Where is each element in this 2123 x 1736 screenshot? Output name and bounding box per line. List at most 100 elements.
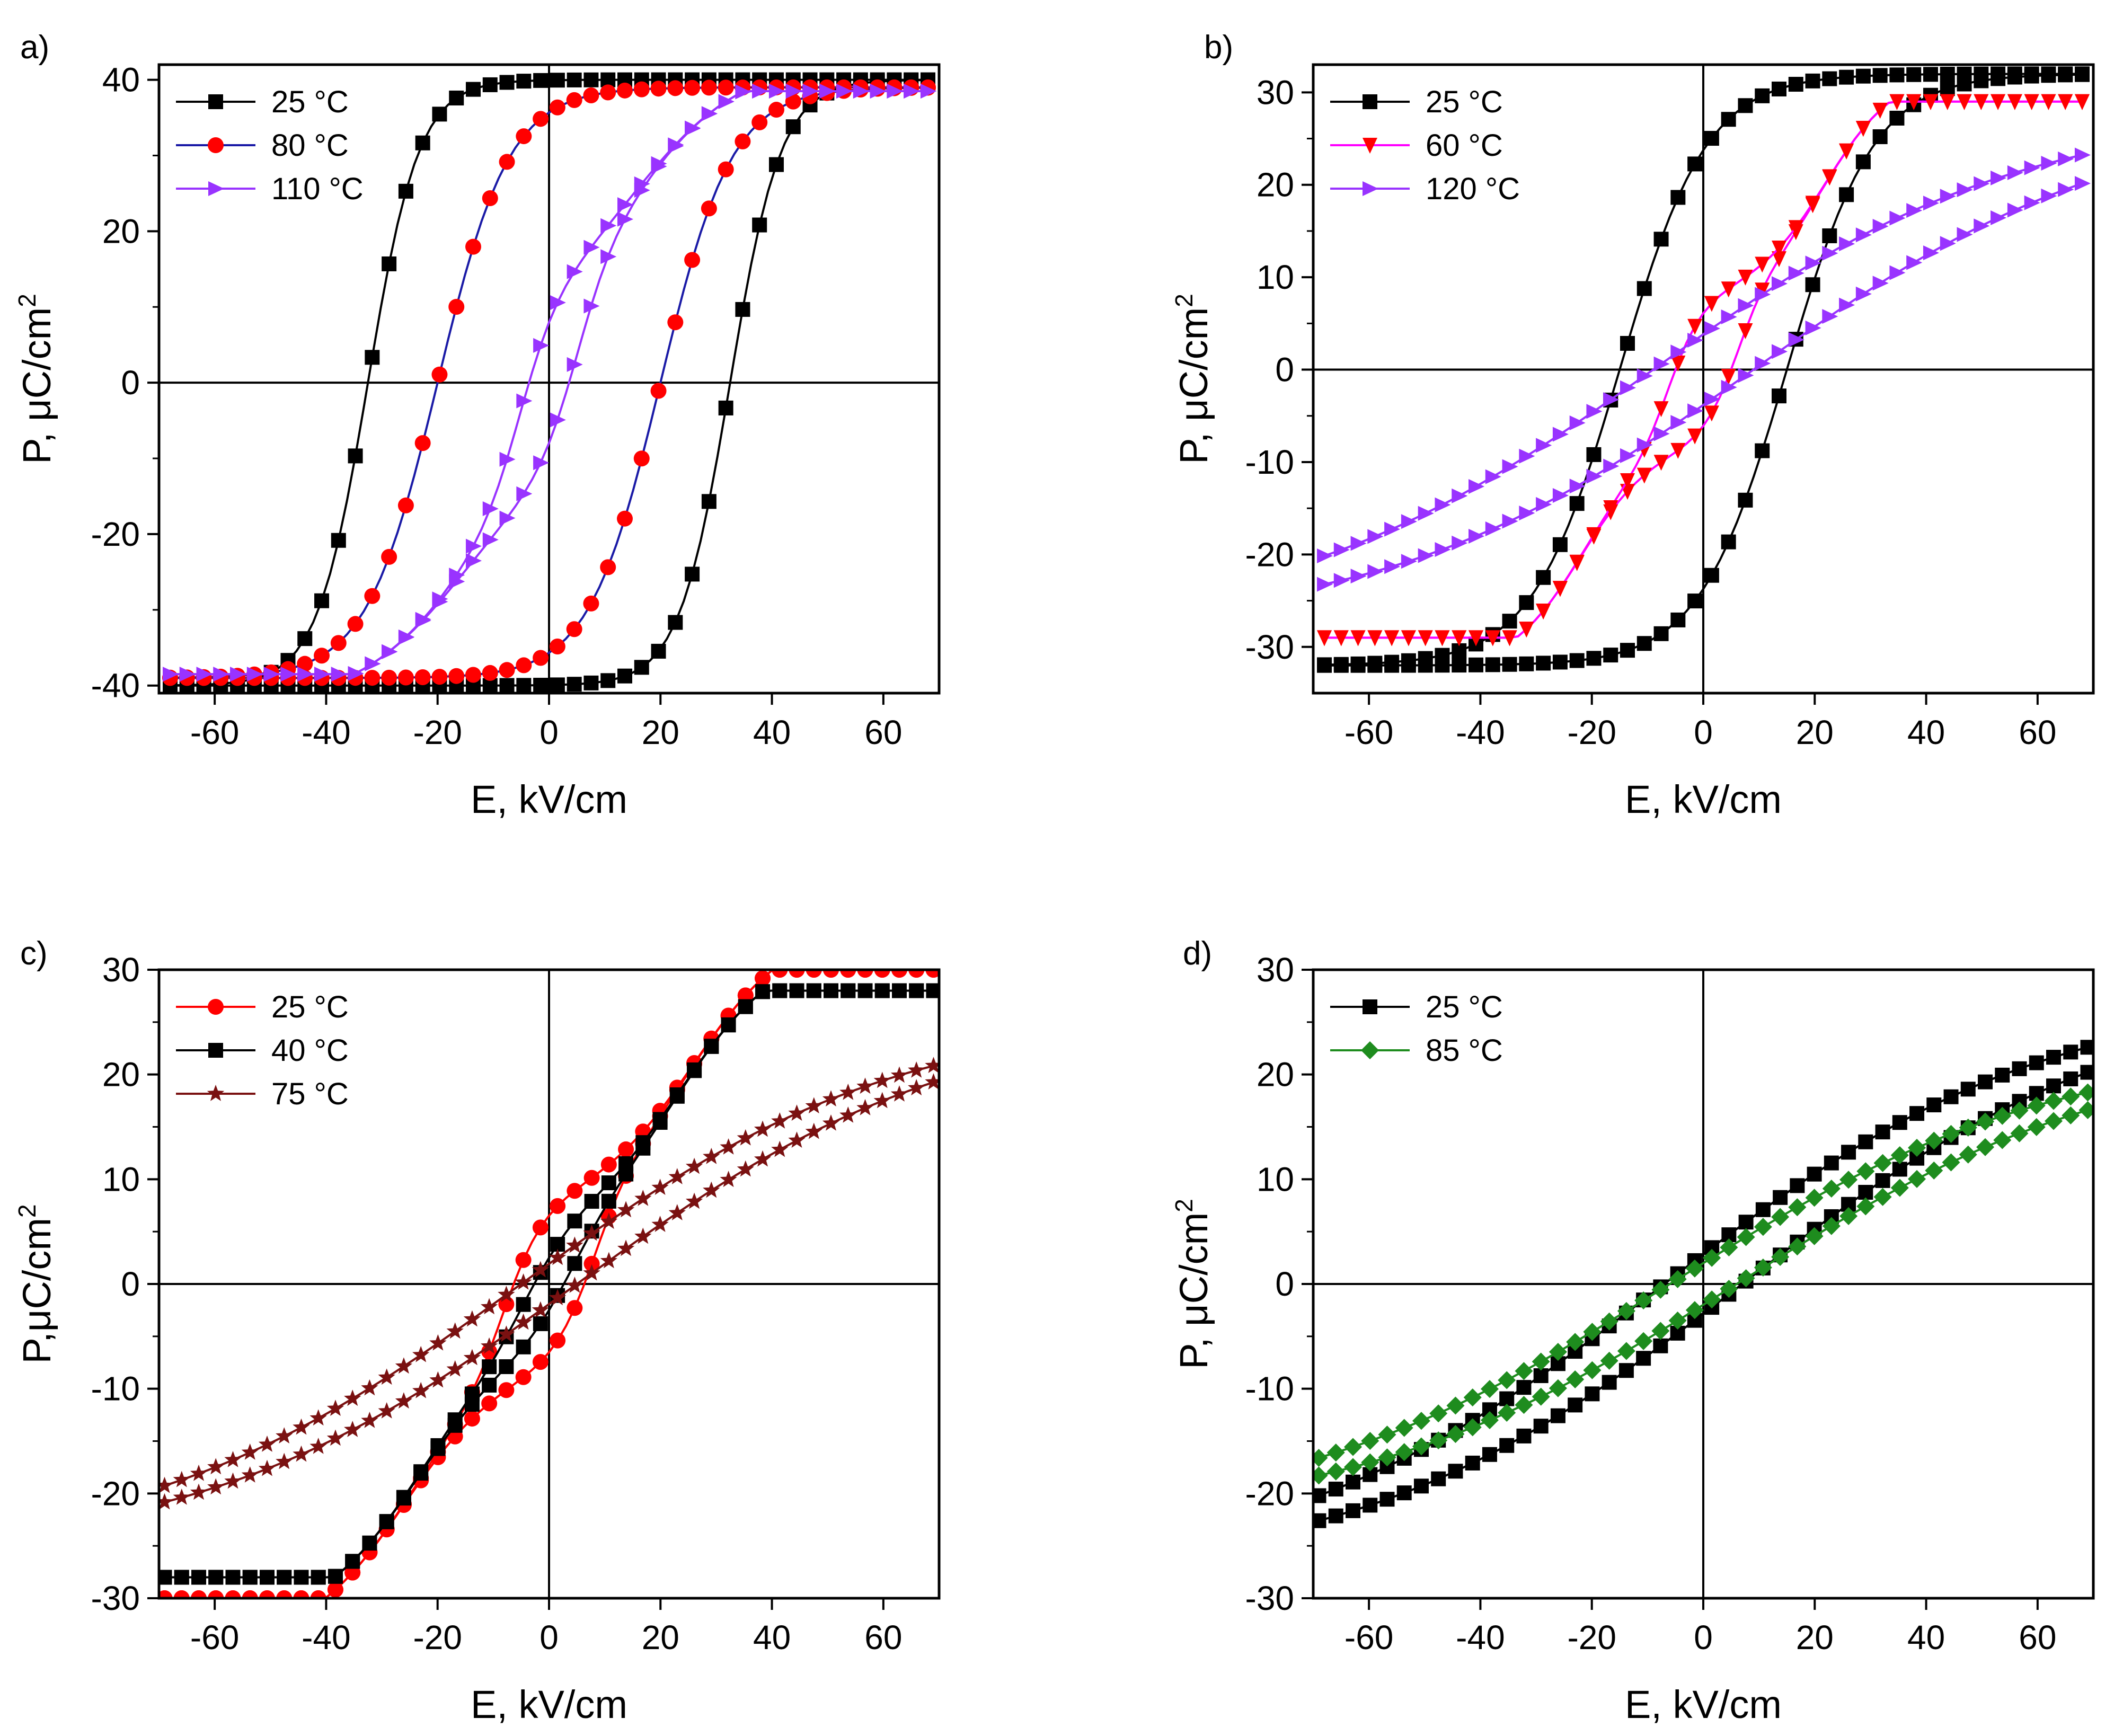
data-point: [515, 1369, 532, 1385]
data-point: [464, 1411, 480, 1427]
data-point: [1485, 469, 1501, 484]
data-point: [314, 648, 330, 664]
data-point: [600, 1212, 617, 1229]
legend-marker: [1363, 999, 1377, 1014]
data-point: [378, 1368, 395, 1385]
legend-label: 25 °C: [1426, 990, 1503, 1024]
data-point: [616, 510, 633, 527]
data-point: [482, 532, 499, 547]
data-point: [1923, 94, 1938, 110]
data-point: [516, 486, 533, 501]
data-point: [735, 302, 750, 317]
data-point: [1889, 210, 1906, 226]
data-point: [1855, 154, 1871, 170]
data-point: [566, 92, 582, 108]
data-point: [196, 667, 213, 682]
data-point: [1788, 1198, 1807, 1217]
data-point: [1502, 630, 1517, 646]
data-point: [754, 1150, 772, 1167]
data-point: [1384, 630, 1400, 646]
series-line-asc: [170, 86, 928, 679]
data-point: [1620, 448, 1637, 463]
data-point: [1687, 594, 1703, 609]
data-point: [1485, 630, 1500, 646]
data-point: [1858, 1184, 1873, 1200]
data-point: [651, 643, 666, 659]
legend-label: 40 °C: [271, 1033, 349, 1068]
data-point: [481, 1298, 498, 1315]
data-point: [1839, 1171, 1858, 1189]
data-point: [1452, 658, 1467, 673]
data-point: [1991, 170, 2007, 185]
panel-label: b): [1204, 29, 1233, 66]
data-point: [2010, 1101, 2029, 1120]
data-point: [785, 84, 802, 99]
data-point: [1536, 497, 1552, 512]
data-point: [617, 668, 632, 684]
data-point: [1603, 392, 1620, 408]
data-point: [2058, 151, 2074, 166]
y-axis-title: P,μC/cm2: [13, 1204, 59, 1363]
data-point: [583, 595, 599, 612]
data-point: [684, 79, 701, 96]
data-point: [1569, 479, 1586, 494]
data-point: [874, 970, 890, 978]
data-point: [208, 1570, 224, 1585]
data-point: [1703, 1248, 1721, 1267]
data-point: [481, 1343, 498, 1360]
data-point: [499, 451, 516, 467]
data-point: [904, 84, 920, 99]
data-point: [600, 559, 616, 575]
data-point: [1974, 218, 1990, 234]
data-point: [1452, 535, 1468, 551]
data-point: [1704, 568, 1719, 583]
data-point: [533, 455, 550, 471]
data-point: [600, 1252, 617, 1269]
data-point: [549, 638, 565, 654]
data-point: [1788, 265, 1804, 281]
data-point: [1634, 1291, 1653, 1310]
data-point: [1788, 332, 1804, 347]
data-point: [668, 1204, 686, 1220]
x-tick-label: 20: [1796, 1618, 1834, 1657]
data-point: [1519, 595, 1534, 610]
data-point: [1634, 1332, 1653, 1350]
data-point: [2063, 1044, 2078, 1060]
data-point: [651, 156, 667, 171]
data-point: [1452, 488, 1468, 503]
data-point: [1856, 1197, 1875, 1216]
data-point: [1991, 210, 2007, 225]
data-point: [1429, 1431, 1448, 1450]
data-point: [1401, 514, 1417, 529]
data-point: [447, 1412, 463, 1428]
x-tick-label: 20: [642, 713, 679, 751]
legend: 25 °C 40 °C 75 °C: [176, 990, 349, 1111]
data-point: [785, 119, 801, 135]
y-axis-title: P, μC/cm2: [1170, 294, 1216, 464]
data-point: [1552, 427, 1569, 442]
data-point: [1637, 437, 1653, 453]
x-axis-title: E, kV/cm: [1625, 777, 1782, 821]
data-point: [415, 612, 431, 627]
legend-label: 75 °C: [271, 1077, 349, 1111]
data-point: [908, 1079, 925, 1096]
x-tick-label: 20: [1796, 713, 1834, 751]
data-point: [1317, 577, 1333, 592]
data-point: [1755, 443, 1770, 458]
data-point: [1431, 1471, 1446, 1486]
data-point: [1755, 287, 1771, 302]
data-point: [1805, 1189, 1824, 1207]
data-point: [190, 1483, 208, 1500]
data-point: [1957, 182, 1973, 198]
data-point: [1875, 1173, 1890, 1188]
panel-a: a) -60 -40 -20 0 20 40 60 -40 -20 0 20 40 E, kV/cm P, …: [13, 29, 941, 821]
data-point: [567, 677, 582, 692]
x-tick-label: 60: [2019, 1618, 2056, 1657]
data-point: [1465, 1455, 1480, 1471]
data-point: [326, 1429, 344, 1446]
data-point: [258, 1436, 276, 1452]
data-point: [1346, 1474, 1361, 1490]
data-point: [1350, 536, 1367, 551]
data-point: [874, 983, 890, 998]
